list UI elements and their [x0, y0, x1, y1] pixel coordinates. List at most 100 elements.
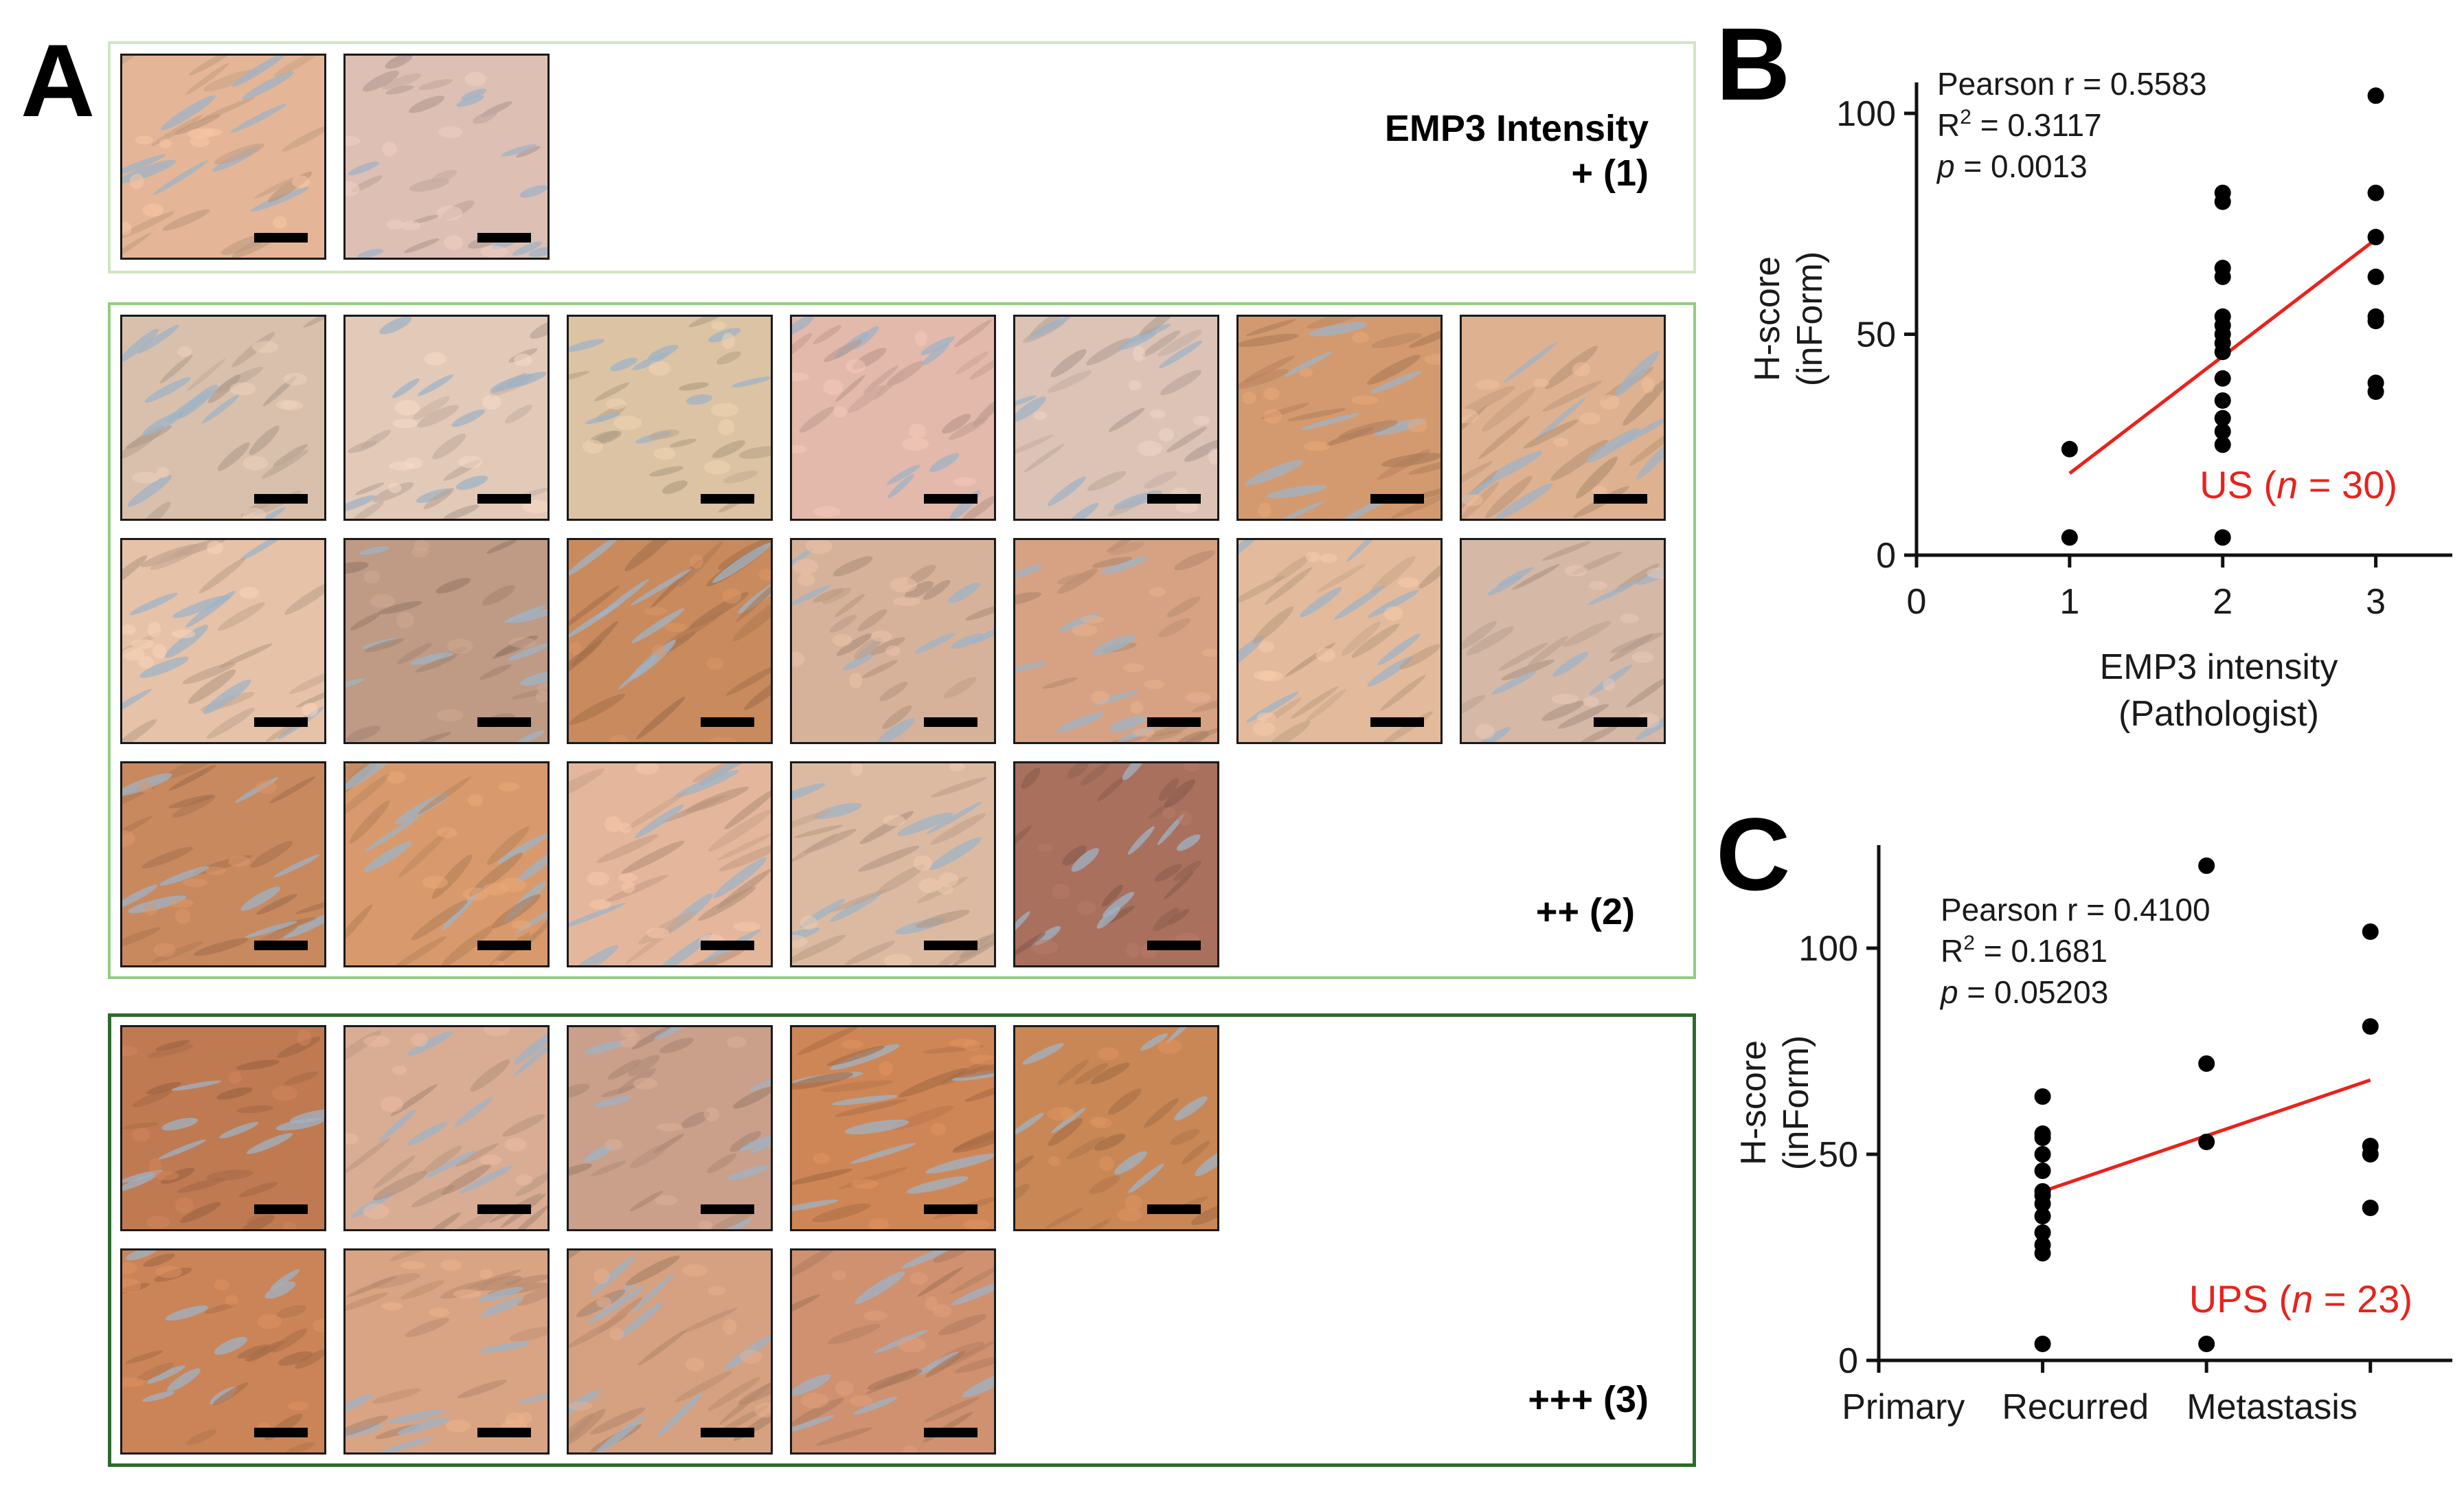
micrograph-tile: [790, 1248, 996, 1455]
tissue-texture: [1239, 317, 1440, 519]
data-point: [2362, 1146, 2379, 1163]
micrograph-tile: [790, 761, 996, 967]
data-point: [2214, 436, 2231, 453]
scale-bar: [254, 941, 308, 950]
tissue-texture: [1015, 1027, 1217, 1229]
scale-bar: [701, 494, 754, 504]
tissue-texture: [1015, 540, 1217, 742]
data-point: [2034, 1130, 2051, 1146]
micrograph-tile: [567, 315, 773, 521]
micrograph-tile: [567, 1248, 773, 1455]
stats-line: Pearson r = 0.4100: [1941, 892, 2211, 928]
tissue-texture: [792, 317, 994, 519]
micrograph-tile: [790, 315, 996, 521]
tissue-texture: [569, 1027, 771, 1229]
tissue-texture: [346, 540, 547, 742]
stats-main: Pearson r = 0.4100: [1941, 892, 2211, 928]
scale-bar: [924, 494, 977, 504]
scale-bar: [477, 717, 531, 727]
tissue-texture: [792, 1250, 994, 1452]
micrograph-tile: [1236, 315, 1443, 521]
x-tick-label: 0: [1907, 582, 1927, 622]
stats-line: R2 = 0.1681: [1941, 932, 2107, 969]
stats-main: R: [1941, 933, 1963, 969]
cohort-annotation-part: n: [2292, 1277, 2313, 1321]
intensity-group-label: ++ (2): [1536, 890, 1635, 934]
tissue-texture: [346, 317, 547, 519]
micrograph-tile: [1013, 761, 1219, 967]
scale-bar: [1370, 494, 1424, 504]
data-point: [2367, 184, 2384, 201]
y-tick-label: 100: [1836, 94, 1896, 134]
stats-line: Pearson r = 0.5583: [1937, 66, 2207, 102]
data-point: [2214, 268, 2231, 285]
scale-bar: [701, 1204, 754, 1214]
micrograph-tile: [1236, 538, 1443, 744]
scale-bar: [254, 717, 308, 727]
data-point: [2034, 1088, 2051, 1105]
micrograph-tile: [343, 1025, 550, 1231]
stats-main: p: [1936, 148, 1955, 184]
scale-bar: [701, 1428, 754, 1437]
data-point: [2198, 857, 2215, 874]
data-point: [2362, 923, 2379, 940]
panel-c-letter: C: [1716, 796, 1791, 912]
scale-bar: [924, 1204, 977, 1214]
intensity-label-line: + (1): [1571, 152, 1649, 194]
x-tick-label: 2: [2213, 582, 2233, 622]
data-point: [2214, 529, 2231, 546]
tissue-texture: [122, 1029, 324, 1229]
intensity-group-label: +++ (3): [1528, 1378, 1649, 1422]
scale-bar: [1147, 494, 1201, 504]
tissue-texture: [1015, 763, 1202, 958]
data-point: [2034, 1336, 2051, 1352]
y-tick-label: 50: [1856, 315, 1896, 355]
tissue-texture: [122, 317, 324, 519]
tissue-texture: [122, 1250, 324, 1452]
micrograph-tile: [120, 1025, 326, 1231]
scale-bar: [254, 233, 308, 243]
intensity-group-2: [108, 302, 1696, 979]
tissue-texture: [792, 1027, 994, 1229]
data-point: [2034, 1163, 2051, 1179]
intensity-label-line: EMP3 Intensity: [1384, 108, 1649, 149]
y-tick-label: 100: [1798, 929, 1858, 969]
data-point: [2034, 1208, 2051, 1224]
tissue-texture: [346, 763, 547, 965]
y-tick-label: 50: [1818, 1135, 1858, 1175]
micrograph-tile: [343, 315, 550, 521]
scale-bar: [477, 494, 531, 504]
micrograph-tile: [790, 1025, 996, 1231]
scale-bar: [254, 1204, 308, 1214]
cohort-annotation: UPS (n = 23): [2189, 1277, 2412, 1321]
data-point: [2367, 268, 2384, 285]
micrograph-tile: [567, 538, 773, 744]
scale-bar: [1147, 717, 1201, 727]
cohort-annotation-part: = 30): [2298, 463, 2397, 506]
y-axis-label: H-score: [1748, 256, 1787, 381]
tissue-texture: [569, 540, 771, 742]
x-axis-label: (Pathologist): [2118, 694, 2319, 734]
scale-bar: [477, 941, 531, 950]
data-point: [2034, 1146, 2051, 1163]
scale-bar: [1147, 941, 1201, 950]
micrograph-tile: [790, 538, 996, 744]
data-point: [2362, 1200, 2379, 1216]
x-tick-label: 1: [2059, 582, 2079, 622]
intensity-group-3: [108, 1013, 1696, 1467]
tissue-texture: [569, 763, 771, 965]
scale-bar: [477, 233, 531, 243]
y-axis-label: H-score: [1734, 1040, 1774, 1165]
micrograph-tile: [120, 538, 326, 744]
tissue-texture: [792, 540, 994, 742]
y-tick-label: 0: [1876, 536, 1896, 576]
stats-line: R2 = 0.3117: [1937, 106, 2102, 143]
stats-superscript: 2: [1960, 106, 1971, 128]
scale-bar: [1594, 717, 1647, 727]
stats-main: R: [1937, 107, 1960, 143]
micrograph-tile: [567, 1025, 773, 1231]
stats-line: p = 0.0013: [1936, 148, 2088, 184]
x-axis-label: EMP3 intensity: [2100, 647, 2338, 687]
data-point: [2214, 344, 2231, 361]
stats-main: p: [1939, 974, 1958, 1010]
